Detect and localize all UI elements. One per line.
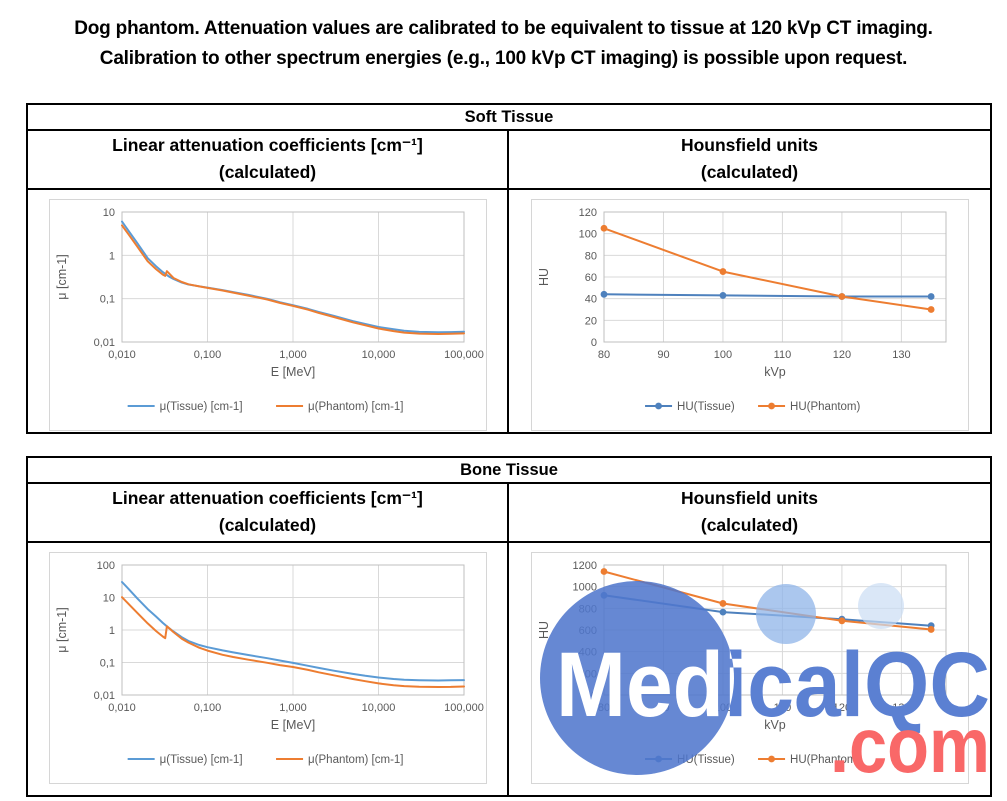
bone-mu-header-line2: (calculated) bbox=[218, 515, 317, 535]
svg-text:1200: 1200 bbox=[572, 560, 596, 572]
bone-mu-column-header: Linear attenuation coefficients [cm⁻¹] (… bbox=[28, 484, 509, 541]
bone-hu-column-header: Hounsfield units (calculated) bbox=[509, 484, 990, 541]
svg-text:0: 0 bbox=[590, 337, 596, 349]
svg-text:1000: 1000 bbox=[572, 582, 596, 594]
bone-tissue-table-title: Bone Tissue bbox=[28, 458, 990, 484]
svg-text:90: 90 bbox=[657, 702, 669, 714]
svg-text:HU(Phantom): HU(Phantom) bbox=[790, 754, 860, 766]
soft-hu-column-header: Hounsfield units (calculated) bbox=[509, 131, 990, 188]
svg-text:110: 110 bbox=[773, 349, 791, 361]
soft-mu-chart-cell: 0,010 0,100 1,000 10,000 100,000 10 1 0,1 0,01 E … bbox=[28, 190, 509, 432]
svg-text:HU: HU bbox=[537, 268, 551, 286]
svg-text:20: 20 bbox=[584, 315, 596, 327]
svg-text:1: 1 bbox=[108, 250, 114, 262]
svg-text:1,000: 1,000 bbox=[279, 702, 307, 714]
svg-text:800: 800 bbox=[578, 603, 596, 615]
soft-mu-header-line1: Linear attenuation coefficients [cm⁻¹] bbox=[112, 135, 423, 155]
soft-tissue-table: Soft Tissue Linear attenuation coefficie… bbox=[26, 103, 992, 434]
svg-text:130: 130 bbox=[892, 702, 910, 714]
soft-tissue-table-title: Soft Tissue bbox=[28, 105, 990, 131]
svg-text:100,000: 100,000 bbox=[444, 349, 484, 361]
soft-hu-header-line1: Hounsfield units bbox=[680, 135, 819, 155]
svg-text:80: 80 bbox=[597, 349, 609, 361]
bone-hu-header-line2: (calculated) bbox=[700, 515, 799, 535]
svg-text:E [MeV]: E [MeV] bbox=[270, 718, 314, 732]
svg-text:μ(Tissue) [cm-1]: μ(Tissue) [cm-1] bbox=[159, 401, 242, 413]
svg-text:1: 1 bbox=[108, 625, 114, 637]
svg-text:100: 100 bbox=[713, 702, 731, 714]
soft-mu-column-header: Linear attenuation coefficients [cm⁻¹] (… bbox=[28, 131, 509, 188]
bone-tissue-chart-row: 0,010 0,100 1,000 10,000 100,000 100 10 1 0,1 0,0… bbox=[28, 543, 990, 795]
svg-text:80: 80 bbox=[584, 250, 596, 262]
svg-text:μ(Tissue) [cm-1]: μ(Tissue) [cm-1] bbox=[159, 754, 242, 766]
svg-text:10: 10 bbox=[102, 207, 114, 219]
svg-text:0,100: 0,100 bbox=[193, 349, 221, 361]
svg-text:110: 110 bbox=[773, 702, 791, 714]
svg-text:μ(Phantom) [cm-1]: μ(Phantom) [cm-1] bbox=[308, 401, 403, 413]
svg-text:E [MeV]: E [MeV] bbox=[270, 365, 314, 379]
svg-text:200: 200 bbox=[578, 668, 596, 680]
svg-text:1,000: 1,000 bbox=[279, 349, 307, 361]
svg-text:0,010: 0,010 bbox=[108, 349, 136, 361]
svg-text:100: 100 bbox=[713, 349, 731, 361]
svg-text:μ(Phantom) [cm-1]: μ(Phantom) [cm-1] bbox=[308, 754, 403, 766]
svg-text:0,01: 0,01 bbox=[93, 690, 114, 702]
soft-hu-header-line2: (calculated) bbox=[700, 162, 799, 182]
doc-title: Dog phantom. Attenuation values are cali… bbox=[0, 14, 1007, 74]
doc-title-line1: Dog phantom. Attenuation values are cali… bbox=[74, 18, 933, 39]
svg-text:kVp: kVp bbox=[764, 718, 786, 732]
svg-text:0,010: 0,010 bbox=[108, 702, 136, 714]
doc-title-line2: Calibration to other spectrum energies (… bbox=[99, 48, 908, 69]
svg-text:kVp: kVp bbox=[764, 365, 786, 379]
bone-tissue-table: Bone Tissue Linear attenuation coefficie… bbox=[26, 456, 992, 797]
svg-text:90: 90 bbox=[657, 349, 669, 361]
bone-tissue-column-headers: Linear attenuation coefficients [cm⁻¹] (… bbox=[28, 484, 990, 543]
svg-text:100: 100 bbox=[96, 560, 114, 572]
svg-text:100: 100 bbox=[578, 229, 596, 241]
svg-text:μ [cm-1]: μ [cm-1] bbox=[55, 254, 69, 299]
svg-text:0,01: 0,01 bbox=[93, 337, 114, 349]
svg-text:HU(Tissue): HU(Tissue) bbox=[677, 754, 735, 766]
svg-text:80: 80 bbox=[597, 702, 609, 714]
svg-text:600: 600 bbox=[578, 625, 596, 637]
svg-text:HU: HU bbox=[537, 621, 551, 639]
svg-text:120: 120 bbox=[832, 702, 850, 714]
svg-text:0,1: 0,1 bbox=[99, 658, 114, 670]
svg-text:120: 120 bbox=[578, 207, 596, 219]
svg-text:100,000: 100,000 bbox=[444, 702, 484, 714]
svg-text:10: 10 bbox=[102, 593, 114, 605]
svg-text:130: 130 bbox=[892, 349, 910, 361]
svg-text:400: 400 bbox=[578, 647, 596, 659]
soft-mu-header-line2: (calculated) bbox=[218, 162, 317, 182]
bone-hu-header-line1: Hounsfield units bbox=[680, 488, 819, 508]
bone-tissue-attenuation-chart: 0,010 0,100 1,000 10,000 100,000 100 10 1 0,1 0,0… bbox=[48, 552, 487, 784]
svg-text:120: 120 bbox=[832, 349, 850, 361]
bone-hu-chart-cell: 80 90 100 110 120 130 0 200 400 600 800 1000 1200 kVp… bbox=[509, 543, 990, 795]
soft-tissue-attenuation-chart: 0,010 0,100 1,000 10,000 100,000 10 1 0,1 0,01 E … bbox=[48, 199, 487, 431]
svg-text:60: 60 bbox=[584, 272, 596, 284]
svg-text:40: 40 bbox=[584, 294, 596, 306]
bone-tissue-hounsfield-chart: 80 90 100 110 120 130 0 200 400 600 800 1000 1200 kVp… bbox=[530, 552, 969, 784]
svg-text:HU(Phantom): HU(Phantom) bbox=[790, 401, 860, 413]
bone-mu-chart-cell: 0,010 0,100 1,000 10,000 100,000 100 10 1 0,1 0,0… bbox=[28, 543, 509, 795]
soft-tissue-column-headers: Linear attenuation coefficients [cm⁻¹] (… bbox=[28, 131, 990, 190]
bone-mu-header-line1: Linear attenuation coefficients [cm⁻¹] bbox=[112, 488, 423, 508]
soft-hu-chart-cell: 80 90 100 110 120 130 0 20 40 60 80 100 120 kVp HU HU(T… bbox=[509, 190, 990, 432]
svg-text:0,100: 0,100 bbox=[193, 702, 221, 714]
svg-text:0: 0 bbox=[590, 690, 596, 702]
svg-text:10,000: 10,000 bbox=[361, 702, 395, 714]
soft-tissue-hounsfield-chart: 80 90 100 110 120 130 0 20 40 60 80 100 120 kVp HU HU(T… bbox=[530, 199, 969, 431]
svg-text:μ [cm-1]: μ [cm-1] bbox=[55, 607, 69, 652]
soft-tissue-chart-row: 0,010 0,100 1,000 10,000 100,000 10 1 0,1 0,01 E … bbox=[28, 190, 990, 432]
svg-text:10,000: 10,000 bbox=[361, 349, 395, 361]
svg-text:HU(Tissue): HU(Tissue) bbox=[677, 401, 735, 413]
svg-text:0,1: 0,1 bbox=[99, 294, 114, 306]
